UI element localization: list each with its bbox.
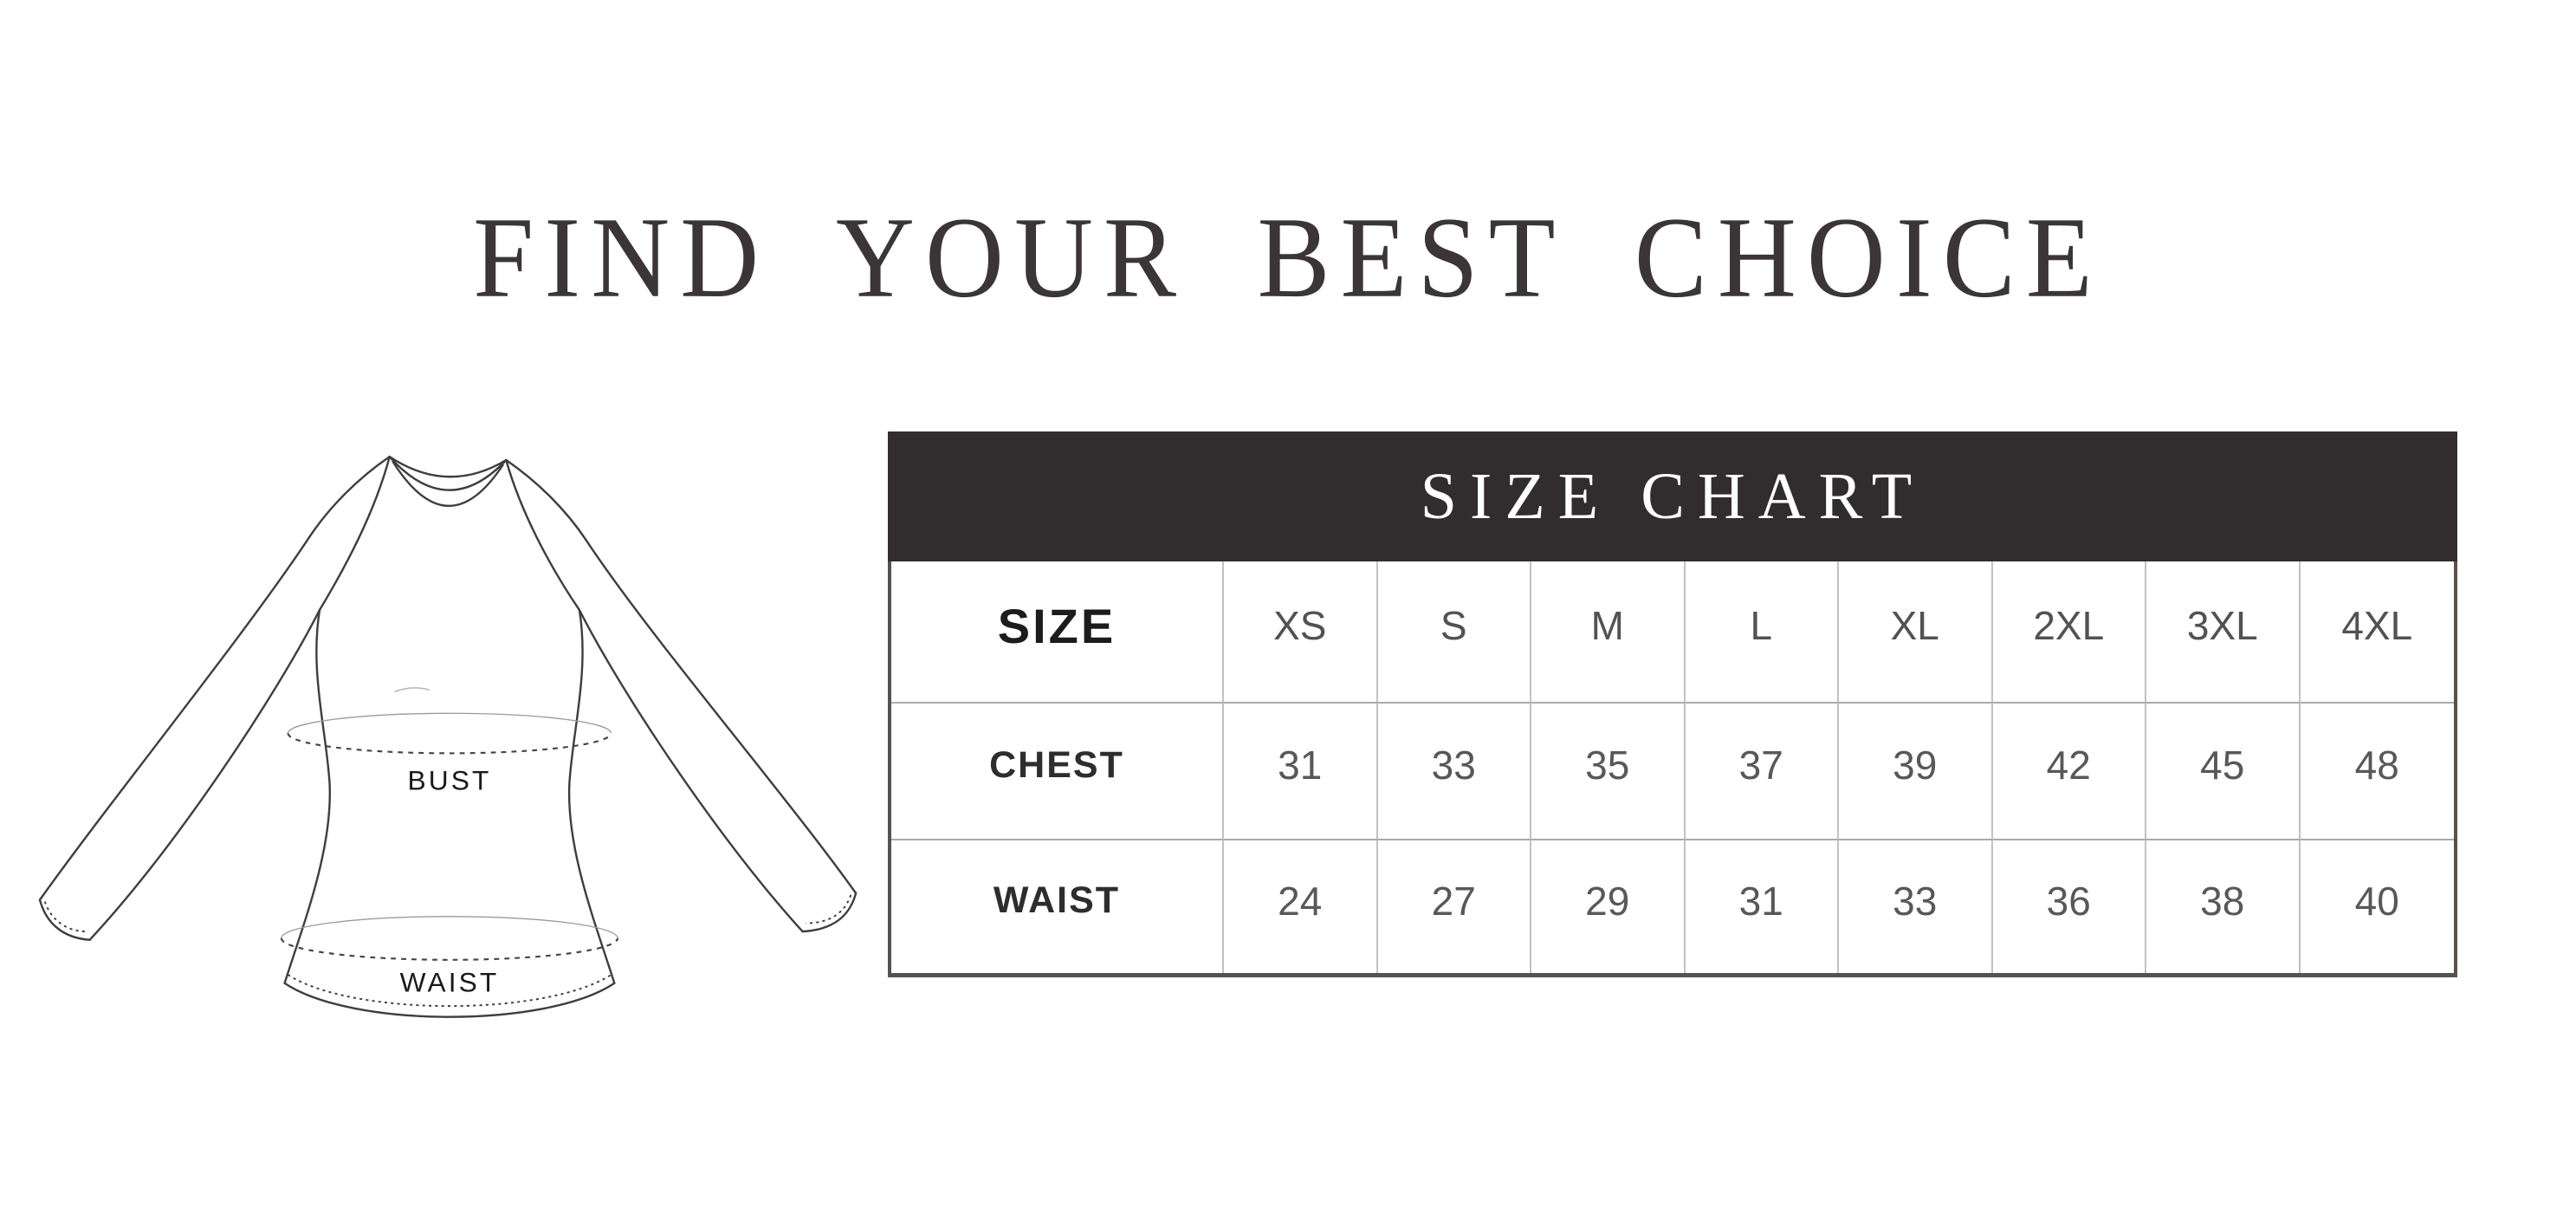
chest-value-xl: 39 — [1839, 702, 1993, 839]
chest-value-l: 37 — [1685, 702, 1839, 839]
bust-measure-line-dashed — [287, 733, 612, 755]
raglan-seam-left — [318, 455, 391, 612]
chest-value-4xl: 48 — [2300, 702, 2454, 839]
waist-value-4xl: 40 — [2300, 839, 2454, 973]
waist-measure-line-top — [281, 916, 618, 938]
cuff-right-stitch — [806, 894, 852, 924]
sleeve-right-outer — [505, 458, 858, 895]
waist-value-3xl: 38 — [2146, 839, 2301, 973]
page-title: FIND YOUR BEST CHOICE — [473, 194, 2103, 322]
waist-measure-line-dashed — [280, 937, 619, 961]
sleeve-left-outer — [38, 455, 391, 901]
body-left-edge — [283, 608, 332, 984]
size-chart-table: SIZE XS S M L XL 2XL 3XL 4XL CHEST 31 33… — [888, 561, 2457, 977]
chest-value-2xl: 42 — [1992, 702, 2146, 839]
waist-value-l: 31 — [1685, 839, 1839, 973]
waist-value-m: 29 — [1531, 839, 1686, 973]
waist-value-2xl: 36 — [1992, 839, 2146, 973]
size-chart: SIZE CHART SIZE XS S M L XL 2XL 3XL 4XL … — [888, 431, 2457, 977]
collar-bottom-arc — [392, 460, 504, 507]
chest-value-3xl: 45 — [2146, 702, 2301, 839]
waist-value-xs: 24 — [1224, 839, 1378, 973]
column-header-xs: XS — [1224, 561, 1378, 702]
column-header-s: S — [1378, 561, 1531, 702]
cuff-right-edge — [801, 892, 858, 933]
hem-stitch — [287, 974, 612, 1008]
column-header-2xl: 2XL — [1993, 561, 2146, 702]
shirt-drawing-svg: BUST WAIST — [38, 455, 858, 1018]
column-header-xl: XL — [1839, 561, 1993, 702]
hem-edge — [283, 982, 616, 1018]
column-header-m: M — [1531, 561, 1686, 702]
waist-label: WAIST — [400, 966, 500, 997]
sleeve-left-inner — [88, 608, 321, 941]
body-right-edge — [567, 608, 616, 984]
column-header-4xl: 4XL — [2341, 603, 2413, 648]
raglan-seam-right — [505, 458, 581, 612]
bust-label: BUST — [408, 765, 492, 796]
bust-shading-line — [394, 687, 430, 692]
bust-measure-line-top — [287, 712, 612, 734]
waist-value-s: 27 — [1377, 839, 1531, 973]
waist-value-xl: 33 — [1839, 839, 1993, 973]
size-chart-header: SIZE CHART — [888, 431, 2457, 561]
sleeve-right-inner — [578, 608, 804, 933]
cuff-left-stitch — [43, 901, 87, 933]
row-label-chest: CHEST — [891, 702, 1224, 839]
chest-value-m: 35 — [1531, 702, 1686, 839]
row-label-waist: WAIST — [891, 839, 1224, 973]
column-header-3xl: 3XL — [2146, 561, 2301, 702]
collar-mid-arc — [388, 455, 508, 491]
cuff-left-edge — [38, 898, 91, 941]
chest-value-s: 33 — [1377, 702, 1531, 839]
collar-top-arc — [388, 455, 508, 478]
shirt-illustration: BUST WAIST — [31, 438, 866, 1041]
chest-value-xs: 31 — [1224, 702, 1378, 839]
size-chart-title: SIZE CHART — [1420, 460, 1926, 533]
size-corner-cell: SIZE — [891, 561, 1224, 702]
column-header-l: L — [1686, 561, 1839, 702]
